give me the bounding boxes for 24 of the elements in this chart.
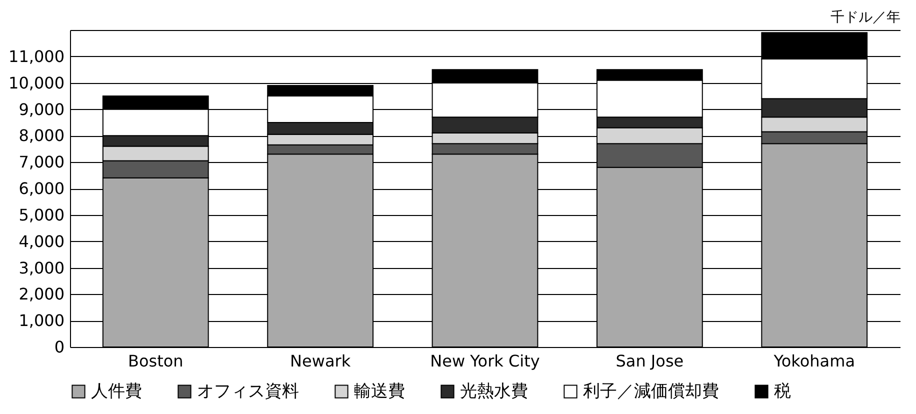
legend-label: 光熱水費: [460, 382, 528, 402]
legend-label: オフィス資料: [197, 382, 299, 402]
y-tick-label: 8,000: [18, 126, 64, 146]
y-tick-label: 6,000: [18, 179, 64, 198]
y-tick-label: 0: [54, 338, 64, 356]
y-tick-label: 1,000: [18, 311, 64, 330]
x-tick-label: Boston: [128, 352, 184, 370]
y-tick-label: 11,000: [8, 46, 64, 66]
legend-label: 輸送費: [354, 382, 405, 402]
y-tick-label: 10,000: [8, 73, 64, 92]
legend-label: 税: [774, 382, 791, 402]
x-tick-label: Yokohama: [772, 352, 855, 370]
y-tick-label: 3,000: [18, 258, 64, 278]
y-tick-label: 9,000: [18, 100, 64, 119]
y-tick-label: 5,000: [18, 205, 64, 224]
x-tick-label: Newark: [290, 352, 352, 370]
legend-label: 利子／減価償却費: [583, 382, 719, 402]
legend-label: 人件費: [91, 382, 142, 402]
y-tick-label: 7,000: [18, 152, 64, 172]
x-tick-label: New York City: [430, 352, 540, 370]
x-tick-label: San Jose: [616, 352, 684, 370]
y-tick-label: 4,000: [18, 232, 64, 251]
y-axis-title: 千ドル／年: [830, 10, 900, 26]
y-tick-label: 2,000: [18, 284, 64, 304]
